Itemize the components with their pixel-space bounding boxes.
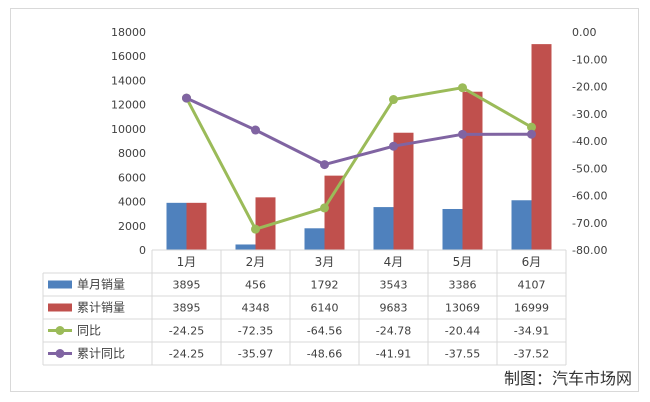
point-cumulative-yoy <box>527 129 536 139</box>
table-value: 456 <box>245 279 266 292</box>
category-label: 3月 <box>315 255 335 269</box>
bar-cumulative-sales <box>462 91 483 251</box>
bar-monthly-sales <box>166 202 187 250</box>
legend-key-1 <box>48 303 72 312</box>
legend-key-marker-2 <box>55 326 65 335</box>
left-axis-tick-label: 16000 <box>111 50 146 63</box>
point-yoy <box>527 122 536 132</box>
bar-monthly-sales <box>511 200 532 250</box>
table-value: 13069 <box>445 302 480 315</box>
bar-monthly-sales <box>304 228 325 250</box>
category-label: 6月 <box>522 255 542 269</box>
bar-cumulative-sales <box>393 132 414 250</box>
point-cumulative-yoy <box>458 129 467 139</box>
table-value: 3895 <box>173 279 201 292</box>
point-cumulative-yoy <box>182 93 191 103</box>
bar-monthly-sales <box>235 244 256 250</box>
point-yoy <box>320 203 329 213</box>
right-axis-tick-label: -70.00 <box>572 217 607 230</box>
left-axis-tick-label: 2000 <box>118 220 146 233</box>
point-yoy <box>251 224 260 234</box>
point-cumulative-yoy <box>389 141 398 151</box>
point-yoy <box>458 83 467 93</box>
table-value: 6140 <box>311 302 339 315</box>
table-value: -34.91 <box>514 325 549 338</box>
table-value: -41.91 <box>376 348 411 361</box>
left-axis-tick-label: 8000 <box>118 147 146 160</box>
category-label: 1月 <box>177 255 197 269</box>
table-value: -24.25 <box>169 325 204 338</box>
table-value: 4107 <box>518 279 546 292</box>
right-axis-tick-label: -20.00 <box>572 81 607 94</box>
category-label: 2月 <box>246 255 266 269</box>
legend-key-marker-3 <box>55 349 65 358</box>
series-line-cumulative-yoy <box>185 96 532 167</box>
right-axis-tick-label: 0.00 <box>572 26 597 39</box>
right-axis-tick-label: -50.00 <box>572 162 607 175</box>
table-value: -24.78 <box>376 325 411 338</box>
right-axis-tick-label: -10.00 <box>572 53 607 66</box>
left-axis-tick-label: 14000 <box>111 74 146 87</box>
table-value: 9683 <box>380 302 408 315</box>
table-value: 3543 <box>380 279 408 292</box>
watermark-text: 制图：汽车市场网 <box>504 369 632 388</box>
table-value: -37.52 <box>514 348 549 361</box>
point-yoy <box>389 95 398 105</box>
point-cumulative-yoy <box>251 125 260 135</box>
table-value: -48.66 <box>307 348 342 361</box>
left-axis-tick-label: 4000 <box>118 196 146 209</box>
axes-layer: 0 2000 4000 6000 8000 10000 12000 14000 16000 180… <box>111 26 607 257</box>
table-value: 4348 <box>242 302 270 315</box>
left-axis-tick-label: 6000 <box>118 171 146 184</box>
table-value: 3386 <box>449 279 477 292</box>
legend-entry: 累计同比 <box>77 347 125 361</box>
table-value: 3895 <box>173 302 201 315</box>
legend-entry: 累计销量 <box>77 301 125 315</box>
right-axis-tick-label: -60.00 <box>572 190 607 203</box>
table-value: -37.55 <box>445 348 480 361</box>
table-value: 16999 <box>514 302 549 315</box>
bar-monthly-sales <box>442 208 463 250</box>
table-value: -20.44 <box>445 325 480 338</box>
bars-layer <box>166 44 552 251</box>
right-axis-tick-label: -40.00 <box>572 135 607 148</box>
right-axis-tick-label: -30.00 <box>572 108 607 121</box>
table-value: -24.25 <box>169 348 204 361</box>
lines-layer <box>182 83 536 234</box>
left-axis-tick-label: 18000 <box>111 26 146 39</box>
point-cumulative-yoy <box>320 160 329 170</box>
bar-cumulative-sales <box>186 202 207 250</box>
right-axis-tick-label: -80.00 <box>572 244 607 257</box>
bar-cumulative-sales <box>324 175 345 250</box>
legend-key-0 <box>48 280 72 289</box>
legend-entry: 单月销量 <box>77 278 125 292</box>
category-label: 5月 <box>453 255 473 269</box>
left-axis-tick-label: 10000 <box>111 123 146 136</box>
table-value: -64.56 <box>307 325 342 338</box>
bar-cumulative-sales <box>531 44 552 250</box>
category-label: 4月 <box>384 255 404 269</box>
bar-monthly-sales <box>373 207 394 250</box>
left-axis-tick-label: 0 <box>139 244 146 257</box>
left-axis-tick-label: 12000 <box>111 99 146 112</box>
series-line-yoy <box>185 86 533 231</box>
table-value: -35.97 <box>238 348 273 361</box>
table-value: -72.35 <box>238 325 273 338</box>
table-value: 1792 <box>311 279 339 292</box>
legend-entry: 同比 <box>77 324 101 338</box>
bar-cumulative-sales <box>255 197 276 250</box>
